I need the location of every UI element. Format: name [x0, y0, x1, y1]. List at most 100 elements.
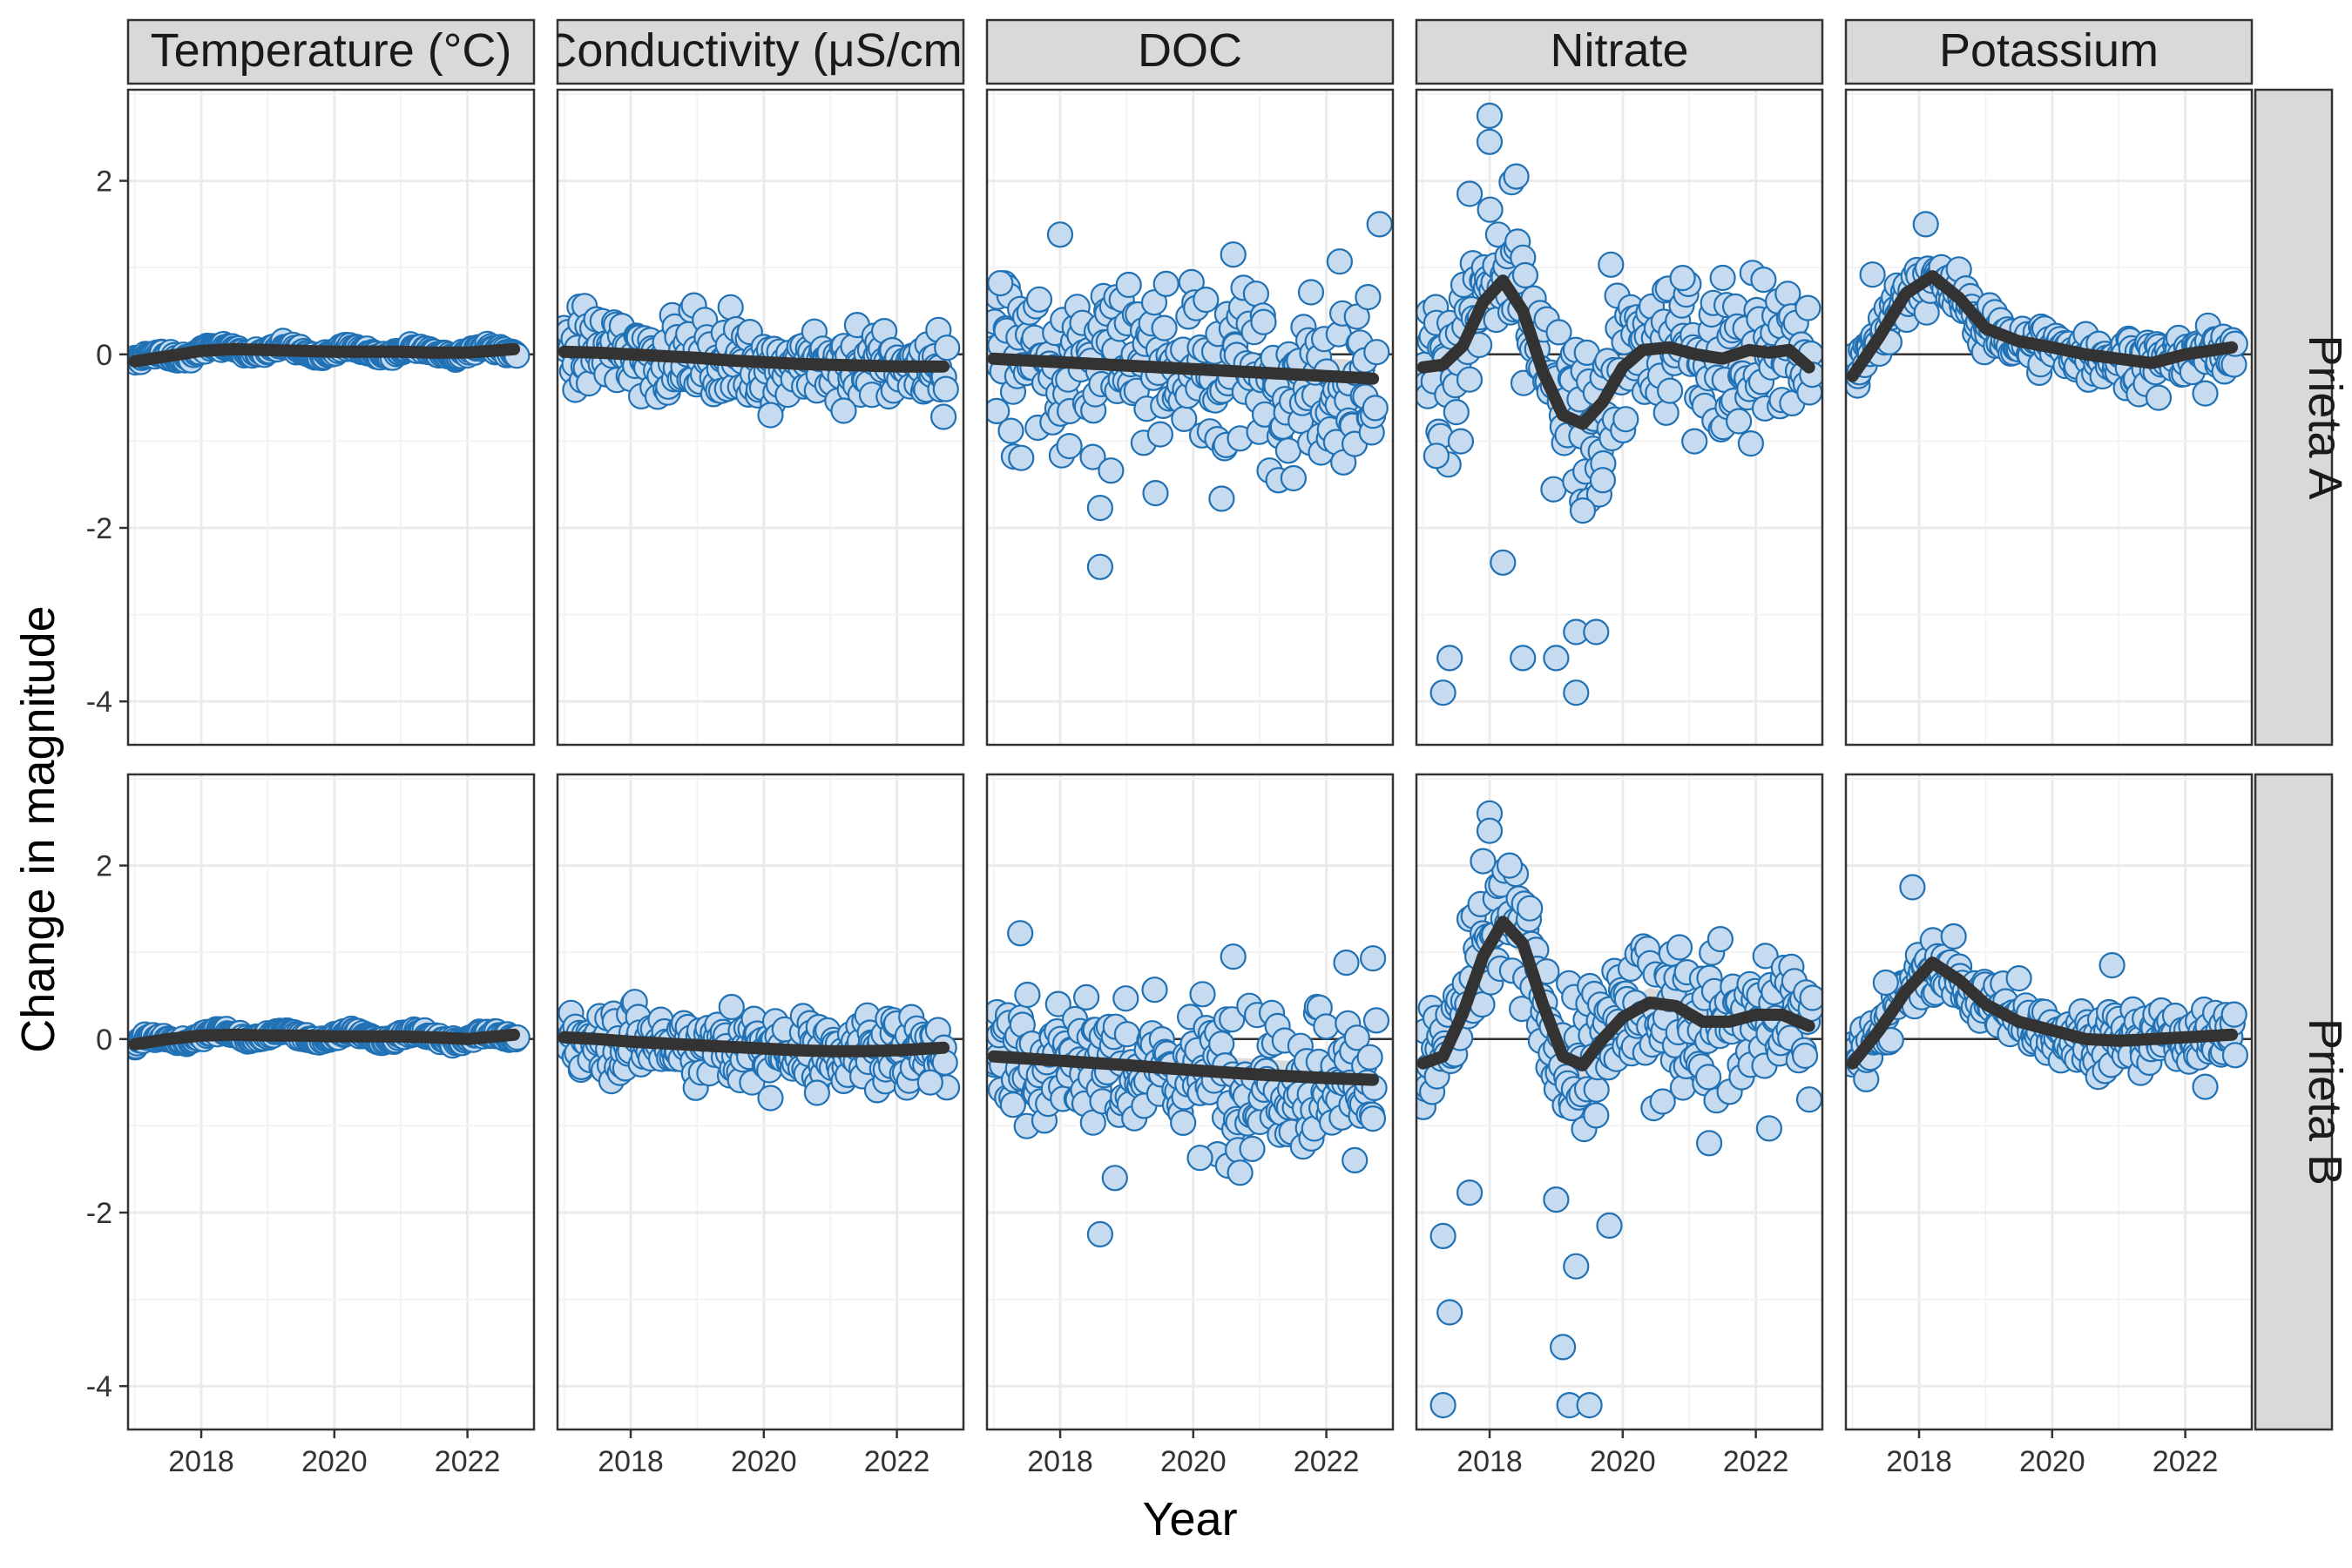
- y-axis-title: Change in magnitude: [12, 605, 64, 1052]
- data-point: [1025, 286, 1053, 313]
- panel-border: [126, 773, 536, 1431]
- data-point-outlier: [1503, 163, 1530, 190]
- data-point-outlier: [1366, 211, 1393, 238]
- data-point-outlier: [1423, 443, 1450, 470]
- data-point: [1342, 1146, 1369, 1174]
- data-point-outlier: [1899, 874, 1926, 901]
- panel-2-1: [126, 773, 536, 1431]
- data-point: [1152, 270, 1179, 297]
- data-point: [1913, 299, 1940, 326]
- data-point: [1142, 479, 1169, 507]
- panel-border: [1415, 773, 1824, 1431]
- panel-border: [985, 773, 1395, 1431]
- data-point-outlier: [803, 1079, 831, 1106]
- data-point: [718, 993, 745, 1021]
- column-strip-5: Potassium: [1844, 18, 2254, 85]
- column-strip-label: DOC: [1138, 24, 1242, 77]
- data-point-outlier: [1583, 618, 1610, 645]
- data-point-outlier: [1429, 1391, 1456, 1419]
- column-strip-3: DOC: [985, 18, 1395, 85]
- data-point-outlier: [757, 402, 784, 429]
- trend-line: [1416, 274, 1815, 430]
- data-point: [1313, 1013, 1340, 1040]
- column-strip-1: Temperature (°C): [126, 18, 536, 85]
- panel-border: [1415, 88, 1824, 747]
- data-point-outlier: [1086, 494, 1114, 522]
- data-point-outlier: [1456, 1179, 1484, 1206]
- x-tick-label: 2018: [1456, 1445, 1523, 1478]
- column-strip-label: Temperature (°C): [151, 24, 512, 77]
- y-tick-label: 0: [96, 1024, 112, 1057]
- data-point-outlier: [1046, 221, 1074, 248]
- data-point: [1940, 923, 1967, 950]
- data-point: [1101, 1165, 1128, 1192]
- data-point: [1072, 983, 1100, 1011]
- data-point: [1750, 267, 1777, 294]
- data-point: [1151, 314, 1178, 341]
- data-point: [1799, 984, 1822, 1011]
- data-point-outlier: [1543, 645, 1570, 672]
- x-tick-label: 2020: [2019, 1445, 2085, 1478]
- data-point: [1239, 1135, 1266, 1163]
- data-point: [1707, 925, 1734, 953]
- data-point: [2220, 1001, 2247, 1028]
- data-point: [1008, 444, 1035, 471]
- row-strip-label: Prieta B: [2299, 1018, 2351, 1186]
- data-point: [1725, 408, 1753, 435]
- data-point: [1795, 1086, 1822, 1113]
- data-point: [1583, 1076, 1610, 1103]
- data-point: [1356, 1044, 1383, 1071]
- x-axis-title: Year: [1142, 1493, 1237, 1545]
- axes-layer: -4 -2 0 2 -4 -2 0 2 2018 2020 2022 2018 2020 2022 2018…: [86, 166, 2219, 1478]
- strip-background: [1415, 18, 1824, 85]
- data-point-outlier: [1755, 1115, 1783, 1142]
- data-point: [1737, 430, 1765, 457]
- data-point-outlier: [929, 403, 957, 430]
- data-point-outlier: [987, 270, 1014, 297]
- panels-layer: [126, 88, 2254, 1431]
- data-point: [1343, 303, 1370, 330]
- data-point-outlier: [2099, 951, 2126, 979]
- data-point: [1477, 196, 1504, 223]
- y-tick-label: -2: [86, 512, 112, 545]
- trend-line: [558, 1031, 950, 1058]
- data-point: [1079, 443, 1106, 470]
- x-tick-label: 2018: [1027, 1445, 1093, 1478]
- trend-line: [1846, 270, 2239, 382]
- data-point-outlier: [1589, 467, 1617, 494]
- panel-grid: [987, 90, 1393, 745]
- row-strip-background: [2254, 88, 2334, 747]
- data-point: [1540, 476, 1567, 503]
- data-point-outlier: [2192, 380, 2219, 407]
- data-point-outlier: [1436, 645, 1463, 672]
- data-point: [932, 375, 959, 402]
- data-point-outlier: [1490, 549, 1517, 576]
- data-point: [2221, 1042, 2248, 1069]
- data-point-outlier: [1912, 211, 1939, 238]
- data-point: [1112, 985, 1139, 1012]
- data-point: [1362, 395, 1389, 422]
- data-point: [1115, 271, 1142, 299]
- data-point: [1044, 990, 1071, 1017]
- data-point: [987, 397, 1010, 424]
- row-strip-label: Prieta A: [2299, 335, 2351, 499]
- data-point-outlier: [1429, 679, 1456, 706]
- strip-background: [1844, 18, 2254, 85]
- data-point: [1208, 1031, 1235, 1058]
- x-tick-label: 2018: [598, 1445, 664, 1478]
- y-tick-label: -2: [86, 1197, 112, 1230]
- row-strip-background: [2254, 773, 2334, 1431]
- data-point-outlier: [1220, 241, 1247, 268]
- data-point-outlier: [1470, 848, 1497, 875]
- data-point: [1694, 1064, 1722, 1091]
- data-point: [1443, 399, 1470, 426]
- data-point: [1056, 432, 1083, 460]
- y-tick-label: -4: [86, 686, 112, 719]
- data-point-outlier: [1569, 497, 1597, 524]
- y-tick-label: 2: [96, 166, 112, 199]
- panel-border: [556, 88, 965, 747]
- data-point-outlier: [1543, 1186, 1570, 1213]
- data-point-outlier: [2192, 1073, 2219, 1100]
- data-point: [1014, 981, 1041, 1009]
- data-point: [1517, 895, 1544, 922]
